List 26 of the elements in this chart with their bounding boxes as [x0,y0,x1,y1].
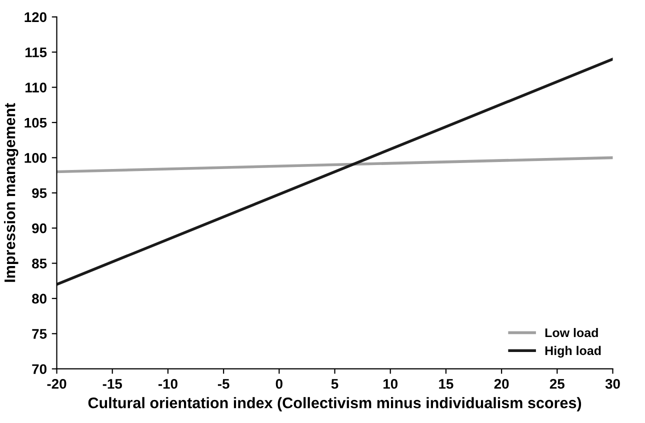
x-axis-title: Cultural orientation index (Collectivism minus individualism scores) [88,397,582,412]
x-tick-label: 25 [550,378,564,389]
x-tick-label: 10 [384,378,398,389]
y-tick-label: 120 [24,12,46,22]
y-axis-title: Impression management [4,103,18,282]
y-tick-label: 70 [32,364,46,374]
y-tick-label: 115 [26,48,47,58]
y-tick-label: 75 [32,329,47,339]
x-tick-label: 0 [276,378,282,389]
x-tick-label: -20 [47,378,66,389]
x-tick-label: -10 [158,378,178,389]
x-tick-label: 30 [605,378,620,389]
x-tick-label: 5 [331,379,338,389]
y-tick-label: 90 [32,223,46,234]
y-tick-label: 80 [32,294,46,304]
y-tick-label: 110 [26,82,46,92]
legend-label: Low load [545,328,598,338]
x-tick-label: 15 [439,379,454,389]
x-tick-label: -5 [218,379,230,389]
y-tick-label: 100 [24,153,46,163]
y-tick-label: 95 [32,188,47,198]
y-tick-label: 85 [32,258,47,268]
y-tick-label: 105 [24,118,47,128]
x-tick-label: 20 [494,378,509,389]
x-tick-label: -15 [102,379,122,389]
legend-label: High load [545,346,601,358]
